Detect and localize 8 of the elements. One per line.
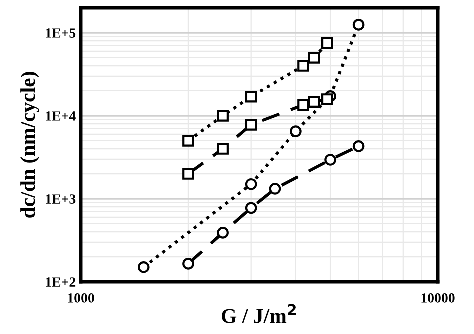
y-tick-label: 1E+3: [46, 194, 76, 204]
x-tick-label: 10000: [422, 294, 455, 303]
y-tick-label: 1E+2: [46, 278, 76, 287]
y-tick-label: 1E+4: [46, 112, 76, 121]
y-axis-title: dc/dn (nm/cycle): [20, 72, 40, 218]
x-axis-title: G / J/m$^{2}$: [222, 304, 296, 324]
x-tick-label: 1000: [68, 294, 94, 303]
y-tick-label: 1E+5: [46, 28, 76, 38]
